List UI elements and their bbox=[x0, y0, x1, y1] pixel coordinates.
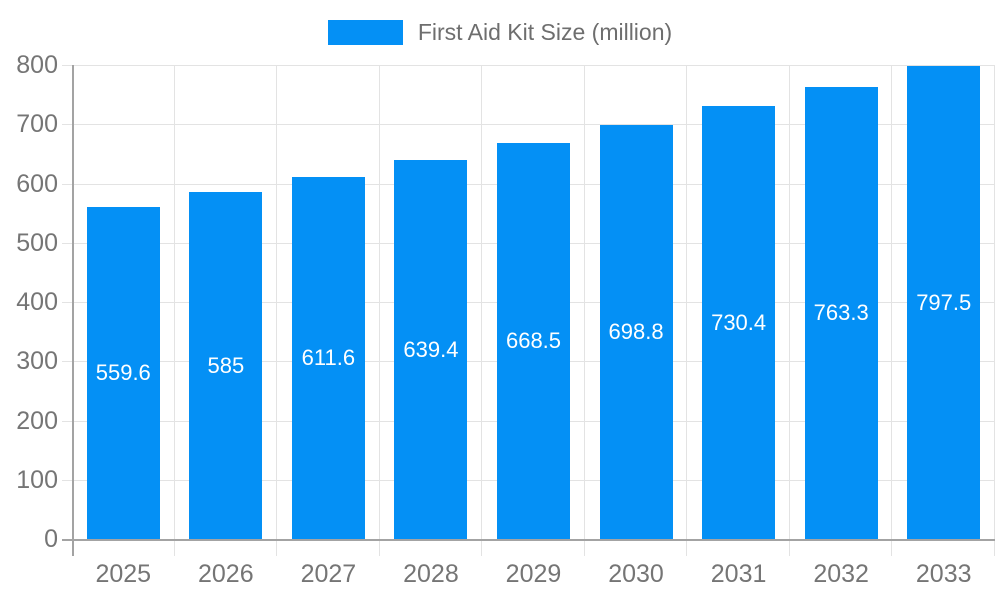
x-axis-tick-label: 2029 bbox=[505, 560, 562, 588]
bar[interactable] bbox=[189, 192, 263, 539]
legend-swatch[interactable] bbox=[327, 19, 403, 45]
legend-label[interactable]: First Aid Kit Size (million) bbox=[417, 19, 673, 45]
x-axis-tick-label: 2025 bbox=[95, 560, 152, 588]
y-axis-tick-label: 100 bbox=[16, 465, 58, 494]
bar-value-label: 639.4 bbox=[403, 336, 459, 362]
v-gridline bbox=[686, 65, 688, 556]
x-axis-tick-label: 2032 bbox=[813, 560, 869, 588]
v-gridline bbox=[481, 65, 483, 556]
x-axis-tick-label: 2028 bbox=[403, 560, 459, 588]
bar[interactable] bbox=[804, 86, 878, 539]
v-gridline bbox=[788, 65, 790, 556]
bar[interactable] bbox=[702, 106, 776, 539]
v-gridline bbox=[378, 65, 380, 556]
bar[interactable] bbox=[497, 142, 570, 539]
bar-value-label: 730.4 bbox=[711, 309, 767, 335]
y-axis-tick-label: 0 bbox=[44, 525, 58, 553]
v-gridline bbox=[891, 65, 893, 556]
v-gridline bbox=[994, 65, 995, 556]
x-axis-tick-label: 2031 bbox=[710, 560, 767, 588]
x-axis-tick-label: 2030 bbox=[608, 560, 664, 588]
plot-area: 0 100 200 300 400 500 600 700 800 559.6 2025 585 202… bbox=[16, 51, 995, 588]
y-axis-tick-label: 800 bbox=[16, 51, 58, 79]
v-gridline bbox=[583, 65, 585, 556]
v-gridline bbox=[173, 65, 175, 556]
bar[interactable] bbox=[599, 124, 673, 539]
bar-value-label: 668.5 bbox=[505, 327, 562, 353]
y-axis-tick-label: 700 bbox=[16, 110, 58, 139]
v-gridline bbox=[276, 65, 278, 556]
y-axis-tick-label: 300 bbox=[16, 347, 58, 376]
y-axis-line bbox=[72, 65, 74, 556]
bar[interactable] bbox=[291, 176, 365, 539]
h-gridline bbox=[62, 124, 995, 126]
bar[interactable] bbox=[86, 207, 160, 539]
bar[interactable] bbox=[394, 160, 468, 539]
bar-value-label: 763.3 bbox=[813, 299, 869, 325]
bar-value-label: 559.6 bbox=[95, 360, 151, 386]
x-axis-tick-label: 2033 bbox=[915, 560, 972, 588]
bar[interactable] bbox=[907, 66, 981, 539]
legend: First Aid Kit Size (million) bbox=[0, 18, 1000, 46]
x-axis-tick-label: 2026 bbox=[198, 560, 254, 588]
y-axis-tick-label: 500 bbox=[16, 228, 58, 257]
y-axis-tick-label: 600 bbox=[16, 169, 58, 198]
x-axis-line bbox=[62, 539, 995, 541]
bar-value-label: 611.6 bbox=[301, 344, 356, 370]
x-axis-tick-label: 2027 bbox=[300, 560, 357, 588]
h-gridline bbox=[62, 65, 995, 66]
bar-value-label: 797.5 bbox=[916, 289, 972, 315]
bar-value-label: 585 bbox=[207, 352, 245, 378]
y-axis-tick-label: 400 bbox=[16, 288, 58, 316]
bar-value-label: 698.8 bbox=[608, 318, 664, 344]
y-axis-tick-label: 200 bbox=[16, 406, 58, 435]
